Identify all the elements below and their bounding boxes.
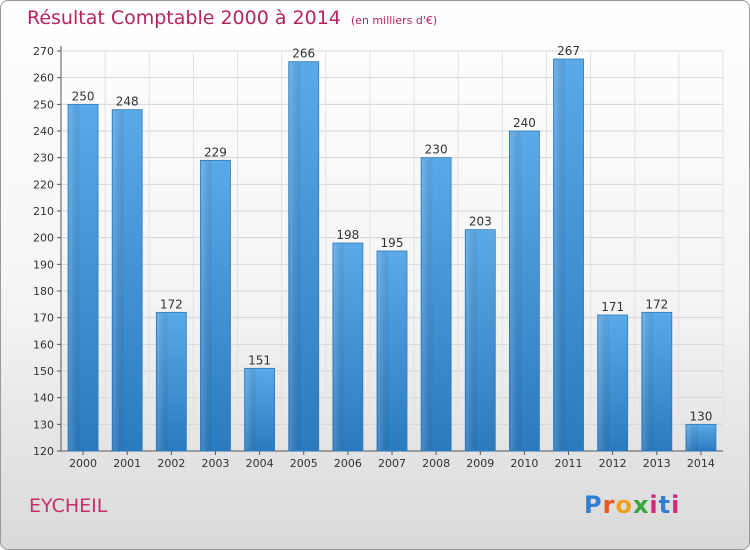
data-label-2013: 172 — [645, 297, 668, 311]
data-label-2008: 230 — [425, 143, 448, 157]
y-tick-label: 190 — [33, 258, 54, 271]
bar-highlight — [510, 132, 521, 450]
bar-highlight — [245, 369, 257, 450]
x-tick-label-2010: 2010 — [510, 457, 538, 470]
y-tick-label: 270 — [33, 45, 54, 58]
y-tick-label: 250 — [33, 98, 54, 111]
y-tick-label: 220 — [33, 178, 54, 191]
data-label-2004: 151 — [248, 353, 271, 367]
y-tick-label: 170 — [33, 312, 54, 325]
data-label-2000: 250 — [72, 89, 95, 103]
proxiti-logo: Proxiti — [584, 491, 681, 519]
y-tick-label: 180 — [33, 285, 54, 298]
x-tick-label-2013: 2013 — [643, 457, 671, 470]
x-tick-label-2004: 2004 — [246, 457, 274, 470]
data-label-2014: 130 — [689, 409, 712, 423]
x-tick-label-2005: 2005 — [290, 457, 318, 470]
commune-name: EYCHEIL — [29, 495, 108, 517]
data-label-2001: 248 — [116, 95, 139, 109]
bar-highlight — [422, 158, 433, 450]
y-tick-label: 260 — [33, 72, 54, 85]
y-tick-label: 120 — [33, 445, 54, 458]
data-label-2005: 266 — [292, 47, 315, 61]
x-tick-label-2002: 2002 — [157, 457, 185, 470]
x-tick-label-2011: 2011 — [555, 457, 583, 470]
y-tick-label: 130 — [33, 418, 54, 431]
data-label-2003: 229 — [204, 145, 227, 159]
x-tick-label-2008: 2008 — [422, 457, 450, 470]
data-label-2011: 267 — [557, 44, 580, 58]
bar-highlight — [289, 62, 301, 451]
x-tick-label-2012: 2012 — [599, 457, 627, 470]
data-label-2006: 198 — [336, 228, 359, 242]
x-tick-label-2000: 2000 — [69, 457, 97, 470]
data-label-2010: 240 — [513, 116, 536, 130]
y-tick-label: 140 — [33, 392, 54, 405]
data-label-2012: 171 — [601, 300, 624, 314]
y-tick-label: 230 — [33, 152, 54, 165]
x-tick-label-2001: 2001 — [113, 457, 141, 470]
chart-subtitle: (en milliers d'€) — [350, 14, 438, 27]
bar-highlight — [157, 313, 168, 450]
bar-highlight — [686, 425, 698, 450]
y-tick-label: 240 — [33, 125, 54, 138]
bar-highlight — [377, 252, 389, 450]
bar-highlight — [333, 244, 345, 450]
chart-header: Résultat Comptable 2000 à 2014 (en millie… — [27, 7, 437, 29]
data-label-2007: 195 — [381, 236, 404, 250]
x-tick-label-2009: 2009 — [466, 457, 494, 470]
bar-highlight — [598, 316, 610, 450]
data-label-2002: 172 — [160, 297, 183, 311]
x-tick-label-2006: 2006 — [334, 457, 362, 470]
x-tick-label-2007: 2007 — [378, 457, 406, 470]
x-tick-label-2003: 2003 — [201, 457, 229, 470]
data-label-2009: 203 — [469, 215, 492, 229]
data-labels: 250 2000 248 2001 172 2002 229 2003 151 2004 266 20… — [69, 44, 715, 470]
bars — [67, 58, 717, 452]
bar-highlight — [201, 161, 212, 451]
y-tick-label: 150 — [33, 365, 54, 378]
bar-highlight — [69, 105, 80, 450]
bar-highlight — [642, 313, 654, 450]
x-tick-label-2014: 2014 — [687, 457, 715, 470]
bar-highlight — [113, 110, 124, 451]
bar-highlight — [554, 60, 566, 450]
bar-highlight — [466, 230, 477, 450]
y-tick-label: 160 — [33, 338, 54, 351]
chart-title: Résultat Comptable 2000 à 2014 — [27, 7, 341, 29]
y-tick-label: 200 — [33, 232, 54, 245]
y-tick-label: 210 — [33, 205, 54, 218]
